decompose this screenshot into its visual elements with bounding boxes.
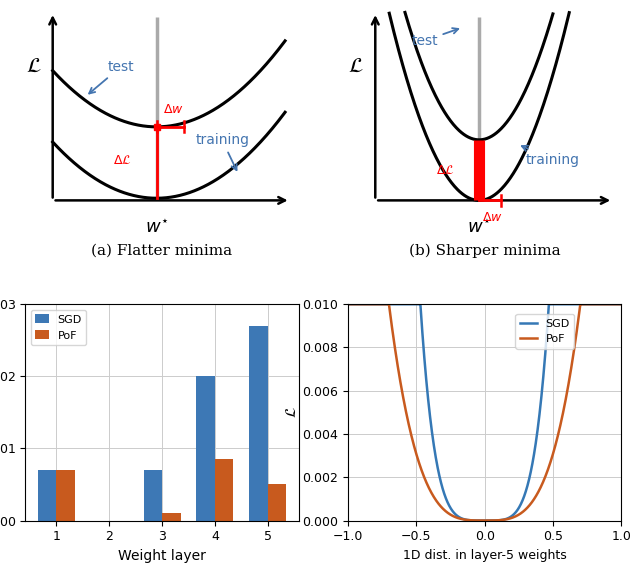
- Text: $\Delta\mathcal{L}$: $\Delta\mathcal{L}$: [113, 154, 132, 167]
- Line: SGD: SGD: [348, 304, 621, 521]
- PoF: [532, 492, 540, 499]
- Bar: [197, 376, 215, 521]
- SGD: [481, 517, 488, 524]
- Line: PoF: PoF: [348, 304, 621, 521]
- SGD: [372, 301, 380, 308]
- Bar: [143, 470, 162, 521]
- Text: test: test: [89, 59, 134, 93]
- PoF: [344, 301, 352, 308]
- PoF: [557, 417, 565, 424]
- PoF: [618, 301, 625, 308]
- PoF: [562, 393, 570, 400]
- Text: $\Delta w$: $\Delta w$: [162, 103, 183, 116]
- Legend: SGD, PoF: SGD, PoF: [515, 314, 574, 348]
- SGD: [455, 513, 462, 520]
- Bar: [249, 326, 268, 521]
- Bar: [162, 513, 181, 521]
- Legend: SGD, PoF: SGD, PoF: [31, 310, 86, 345]
- SGD: [562, 301, 570, 308]
- Text: (a) Flatter minima: (a) Flatter minima: [91, 244, 233, 257]
- SGD: [344, 301, 352, 308]
- X-axis label: Weight layer: Weight layer: [118, 549, 206, 563]
- Text: $\mathcal{L}$: $\mathcal{L}$: [26, 57, 41, 76]
- Bar: [56, 470, 75, 521]
- Text: $\mathcal{L}$: $\mathcal{L}$: [348, 57, 364, 76]
- Text: $w^{\star}$: $w^{\star}$: [145, 218, 169, 236]
- Text: $\Delta\mathcal{L}$: $\Delta\mathcal{L}$: [436, 164, 455, 177]
- SGD: [532, 438, 540, 445]
- Bar: [268, 484, 287, 521]
- Text: training: training: [195, 133, 249, 170]
- SGD: [557, 301, 565, 308]
- Bar: [215, 459, 233, 521]
- SGD: [465, 517, 472, 523]
- SGD: [618, 301, 625, 308]
- Text: training: training: [522, 146, 580, 166]
- Text: $\Delta w$: $\Delta w$: [482, 211, 503, 224]
- Bar: [38, 470, 56, 521]
- Text: test: test: [411, 28, 458, 47]
- X-axis label: 1D dist. in layer-5 weights: 1D dist. in layer-5 weights: [403, 549, 567, 562]
- PoF: [465, 517, 472, 523]
- Text: (b) Sharper minima: (b) Sharper minima: [409, 244, 560, 258]
- Text: $w^{\star}$: $w^{\star}$: [467, 218, 491, 236]
- PoF: [455, 515, 462, 522]
- PoF: [372, 301, 380, 308]
- Y-axis label: $\mathcal{L}$: $\mathcal{L}$: [285, 407, 299, 418]
- PoF: [481, 517, 488, 524]
